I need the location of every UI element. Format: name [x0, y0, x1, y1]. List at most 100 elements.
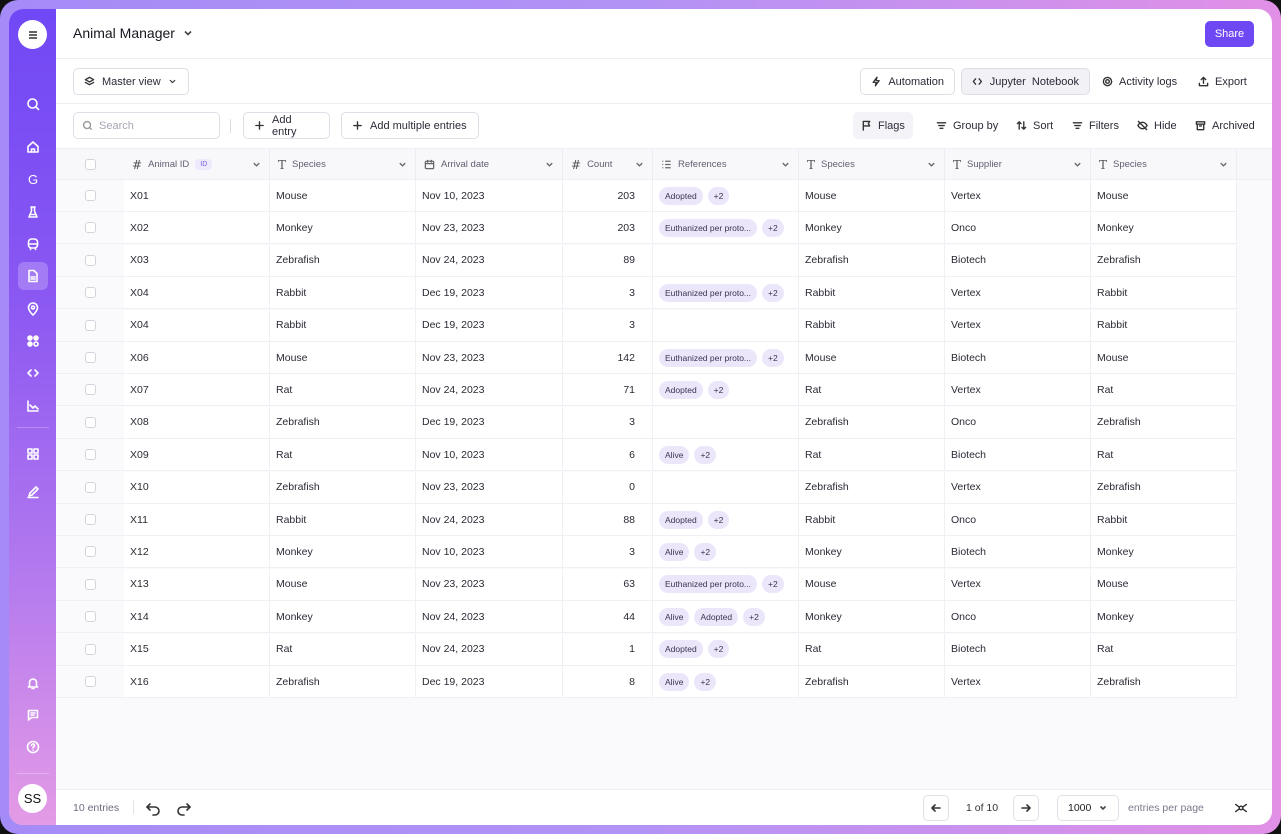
reference-chip[interactable]: +2: [694, 445, 717, 464]
cell-id[interactable]: X14: [124, 601, 270, 634]
sidebar-edit[interactable]: [18, 478, 48, 506]
row-checkbox[interactable]: [84, 481, 96, 493]
cell-refs[interactable]: Alive Adopted +2: [653, 601, 799, 634]
cell-species3[interactable]: Monkey: [1091, 601, 1237, 634]
cell-species[interactable]: Zebrafish: [270, 471, 416, 504]
reference-chip[interactable]: +2: [707, 380, 730, 399]
reference-chip[interactable]: +2: [762, 218, 784, 237]
cell-species3[interactable]: Rat: [1091, 439, 1237, 472]
cell-species3[interactable]: Rat: [1091, 374, 1237, 407]
redo-button[interactable]: [175, 799, 193, 817]
table-row[interactable]: X07 Rat Nov 24, 2023 71 Adopted +2 Rat Vertex Ra…: [56, 374, 1272, 407]
cell-date[interactable]: Nov 23, 2023: [416, 568, 563, 601]
cell-date[interactable]: Nov 24, 2023: [416, 374, 563, 407]
next-page-button[interactable]: [1013, 795, 1039, 821]
cell-count[interactable]: 3: [563, 536, 653, 569]
reference-chip[interactable]: Adopted: [659, 380, 703, 399]
table-row[interactable]: X09 Rat Nov 10, 2023 6 Alive +2 Rat Biotech Rat: [56, 439, 1272, 472]
row-checkbox[interactable]: [84, 676, 96, 687]
reference-chip[interactable]: +2: [707, 640, 730, 659]
cell-count[interactable]: 3: [563, 309, 653, 342]
cell-species[interactable]: Monkey: [270, 212, 416, 245]
cell-supplier[interactable]: Biotech: [945, 536, 1091, 569]
cell-id[interactable]: X01: [124, 180, 270, 212]
share-button[interactable]: Share: [1205, 21, 1254, 47]
cell-count[interactable]: 203: [563, 212, 653, 245]
cell-refs[interactable]: [653, 309, 799, 342]
cell-species2[interactable]: Mouse: [799, 180, 945, 212]
cell-id[interactable]: X04: [124, 277, 270, 310]
reference-chip[interactable]: +2: [762, 575, 784, 594]
cell-id[interactable]: X03: [124, 244, 270, 277]
row-checkbox[interactable]: [84, 643, 96, 655]
cell-date[interactable]: Dec 19, 2023: [416, 277, 563, 310]
cell-count[interactable]: 6: [563, 439, 653, 472]
per-page-select[interactable]: 1000: [1057, 795, 1119, 821]
column-header-arrival-date[interactable]: Arrival date: [416, 149, 563, 180]
cell-species[interactable]: Zebrafish: [270, 666, 416, 698]
table-row[interactable]: X12 Monkey Nov 10, 2023 3 Alive +2 Monkey Biote…: [56, 536, 1272, 569]
cell-species[interactable]: Mouse: [270, 180, 416, 212]
table-row[interactable]: X01 Mouse Nov 10, 2023 203 Adopted +2 Mouse Ver…: [56, 180, 1272, 212]
cell-species2[interactable]: Rat: [799, 633, 945, 666]
table-row[interactable]: X11 Rabbit Nov 24, 2023 88 Adopted +2 Rabbit On…: [56, 504, 1272, 536]
reference-chip[interactable]: Alive: [659, 445, 690, 464]
cell-supplier[interactable]: Biotech: [945, 244, 1091, 277]
cell-species2[interactable]: Monkey: [799, 212, 945, 245]
sidebar-location[interactable]: [18, 295, 48, 323]
cell-species2[interactable]: Mouse: [799, 568, 945, 601]
master-view-dropdown[interactable]: Master view: [73, 68, 189, 95]
cell-id[interactable]: X12: [124, 536, 270, 569]
cell-date[interactable]: Nov 10, 2023: [416, 536, 563, 569]
cell-id[interactable]: X02: [124, 212, 270, 245]
table-row[interactable]: X15 Rat Nov 24, 2023 1 Adopted +2 Rat Biotech Ra…: [56, 633, 1272, 666]
cell-species3[interactable]: Zebrafish: [1091, 666, 1237, 698]
search-input[interactable]: Search: [73, 112, 220, 139]
cell-date[interactable]: Nov 24, 2023: [416, 633, 563, 666]
column-header-animal-id[interactable]: # Animal ID ID: [124, 149, 270, 180]
cell-species2[interactable]: Zebrafish: [799, 471, 945, 504]
cell-count[interactable]: 142: [563, 342, 653, 374]
row-checkbox[interactable]: [84, 416, 96, 428]
cell-supplier[interactable]: Biotech: [945, 439, 1091, 472]
cell-species[interactable]: Monkey: [270, 536, 416, 569]
cell-count[interactable]: 89: [563, 244, 653, 277]
cell-refs[interactable]: [653, 471, 799, 504]
cell-id[interactable]: X15: [124, 633, 270, 666]
add-entry-button[interactable]: Add entry: [243, 112, 330, 139]
sidebar-grid[interactable]: [18, 440, 48, 468]
table-row[interactable]: X06 Mouse Nov 23, 2023 142 Euthanized per pr…: [56, 342, 1272, 374]
column-header-species[interactable]: T Species: [270, 149, 416, 180]
cell-count[interactable]: 71: [563, 374, 653, 407]
cell-species3[interactable]: Monkey: [1091, 536, 1237, 569]
sidebar-help[interactable]: [18, 733, 48, 761]
cell-count[interactable]: 203: [563, 180, 653, 212]
sidebar-apps[interactable]: [18, 327, 48, 355]
cell-id[interactable]: X13: [124, 568, 270, 601]
cell-count[interactable]: 0: [563, 471, 653, 504]
cell-refs[interactable]: Euthanized per proto... +2: [653, 277, 799, 310]
sidebar-code[interactable]: [18, 359, 48, 387]
cell-species[interactable]: Rat: [270, 439, 416, 472]
cell-species2[interactable]: Rabbit: [799, 277, 945, 310]
column-header-supplier[interactable]: T Supplier: [945, 149, 1091, 180]
reference-chip[interactable]: +2: [694, 672, 717, 691]
row-checkbox[interactable]: [84, 222, 96, 234]
cell-refs[interactable]: [653, 244, 799, 277]
reference-chip[interactable]: Adopted: [659, 640, 703, 659]
row-checkbox[interactable]: [84, 611, 96, 623]
table-row[interactable]: X10 Zebrafish Nov 23, 2023 0 Zebrafish Vertex…: [56, 471, 1272, 504]
column-header-species-3[interactable]: T Species: [1091, 149, 1237, 180]
jupyter-notebook-button[interactable]: Jupyter Notebook: [961, 68, 1090, 95]
undo-button[interactable]: [144, 799, 162, 817]
export-button[interactable]: Export: [1198, 68, 1247, 95]
cell-species[interactable]: Zebrafish: [270, 406, 416, 439]
reference-chip[interactable]: +2: [707, 510, 730, 529]
table-row[interactable]: X14 Monkey Nov 24, 2023 44 Alive Adopted +2 Mon…: [56, 601, 1272, 634]
row-checkbox[interactable]: [84, 190, 96, 201]
sidebar-lab[interactable]: [18, 198, 48, 226]
cell-date[interactable]: Nov 10, 2023: [416, 180, 563, 212]
cell-id[interactable]: X10: [124, 471, 270, 504]
cell-supplier[interactable]: Onco: [945, 212, 1091, 245]
cell-species[interactable]: Rabbit: [270, 504, 416, 536]
